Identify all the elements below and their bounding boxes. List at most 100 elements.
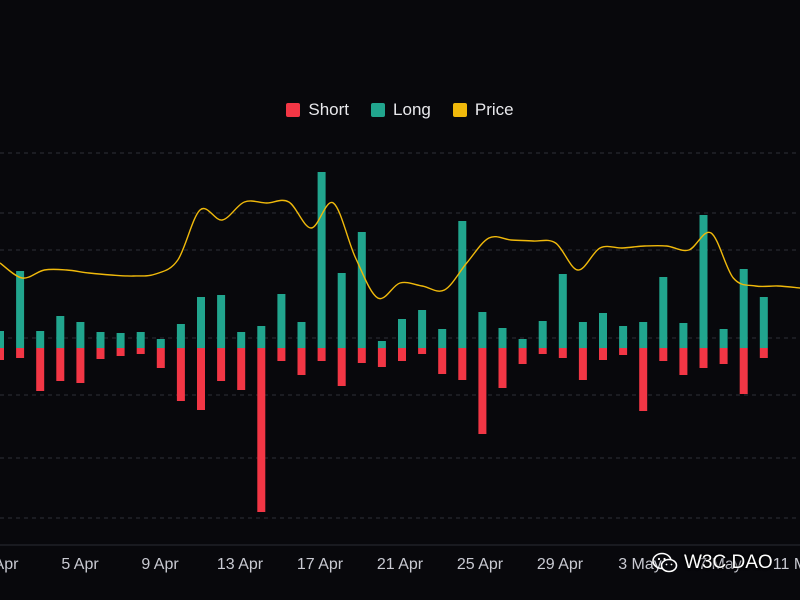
short-bar-6 [96,348,105,359]
short-bar-22 [418,348,427,354]
price-line [0,199,800,300]
short-bar-19 [357,348,366,363]
short-bar-14 [257,348,266,512]
short-bar-23 [438,348,447,374]
short-bar-1 [0,348,4,360]
short-bar-11 [197,348,205,410]
x-tick-label-5: 17 Apr [297,556,344,573]
short-bar-28 [538,348,547,354]
short-bar-18 [337,348,346,386]
legend-swatch-price [452,103,467,117]
short-bar-5 [76,348,85,383]
legend-label-long: Long [393,100,431,119]
short-bar-35 [679,348,688,375]
long-bar-9 [156,339,165,348]
watermark: W3C DAO [652,552,773,574]
short-bar-27 [518,348,527,364]
short-bar-20 [377,348,386,367]
long-bar-2 [16,271,25,348]
long-bar-36 [699,215,708,348]
long-bar-25 [478,312,487,348]
x-tick-label-7: 25 Apr [457,556,504,573]
long-bar-17 [317,172,326,348]
short-bar-17 [317,348,326,361]
long-bar-28 [538,321,547,348]
long-bar-18 [337,273,346,348]
long-bar-14 [257,326,266,348]
long-bar-4 [56,316,65,348]
long-bar-7 [116,333,125,348]
legend-item-price[interactable]: Price [452,100,514,120]
long-bar-19 [357,232,366,348]
x-tick-label-8: 29 Apr [537,556,584,573]
long-bar-39 [759,297,768,348]
long-bar-31 [599,313,607,348]
legend-label-short: Short [308,100,350,119]
x-tick-label-10: 7 May [698,556,742,573]
long-bar-30 [578,322,587,348]
short-bar-21 [398,348,406,361]
short-bar-29 [558,348,567,358]
short-bar-8 [136,348,145,354]
long-bar-5 [76,322,85,348]
long-bar-11 [197,297,205,348]
long-bar-32 [619,326,628,348]
short-bar-36 [699,348,708,368]
x-tick-label-4: 13 Apr [217,556,264,573]
short-bar-4 [56,348,65,381]
long-bar-13 [237,332,246,348]
short-bar-26 [498,348,507,388]
short-bar-3 [36,348,45,391]
x-tick-label-3: 9 Apr [141,556,179,573]
legend-label-price: Price [474,100,514,119]
short-bar-30 [578,348,587,380]
long-bar-15 [277,294,286,348]
short-bar-33 [639,348,648,411]
long-bar-26 [498,328,507,348]
short-bar-7 [116,348,125,356]
long-bar-21 [398,319,406,348]
x-tick-label-1: Apr [0,556,19,573]
long-bar-16 [297,322,306,348]
short-bar-32 [619,348,628,355]
long-bar-22 [418,310,427,348]
legend-item-short[interactable]: Short [286,100,349,120]
short-bar-13 [237,348,246,390]
x-tick-label-9: 3 May [618,556,662,573]
long-bar-10 [176,324,185,348]
x-tick-label-11: 11 M [773,556,800,573]
short-bar-15 [277,348,286,361]
short-bar-10 [176,348,185,401]
long-bar-20 [377,341,386,348]
x-tick-label-6: 21 Apr [377,556,424,573]
long-bar-3 [36,331,45,348]
long-bar-37 [719,329,728,348]
short-bar-38 [739,348,748,394]
short-bar-31 [599,348,607,360]
long-bar-27 [518,339,527,348]
short-bar-25 [478,348,487,434]
long-bar-33 [639,322,648,348]
legend-swatch-long [371,103,386,117]
long-bar-29 [558,274,567,348]
legend-item-long[interactable]: Long [371,100,431,120]
short-bar-9 [156,348,165,368]
chart-legend: Short Long Price [0,100,800,120]
legend-swatch-short [286,103,301,117]
long-bar-23 [438,329,447,348]
long-bar-34 [659,277,668,348]
short-bar-24 [458,348,467,380]
short-bar-34 [659,348,668,361]
watermark-text: W3C DAO [684,552,773,573]
wechat-icon [652,552,678,573]
short-bar-39 [759,348,768,358]
short-bar-2 [16,348,25,358]
long-bar-24 [458,221,467,348]
long-bar-38 [739,269,748,348]
long-bar-1 [0,331,4,348]
short-bar-37 [719,348,728,364]
x-tick-label-2: 5 Apr [61,556,99,573]
long-bar-35 [679,323,688,348]
long-bar-6 [96,332,105,348]
